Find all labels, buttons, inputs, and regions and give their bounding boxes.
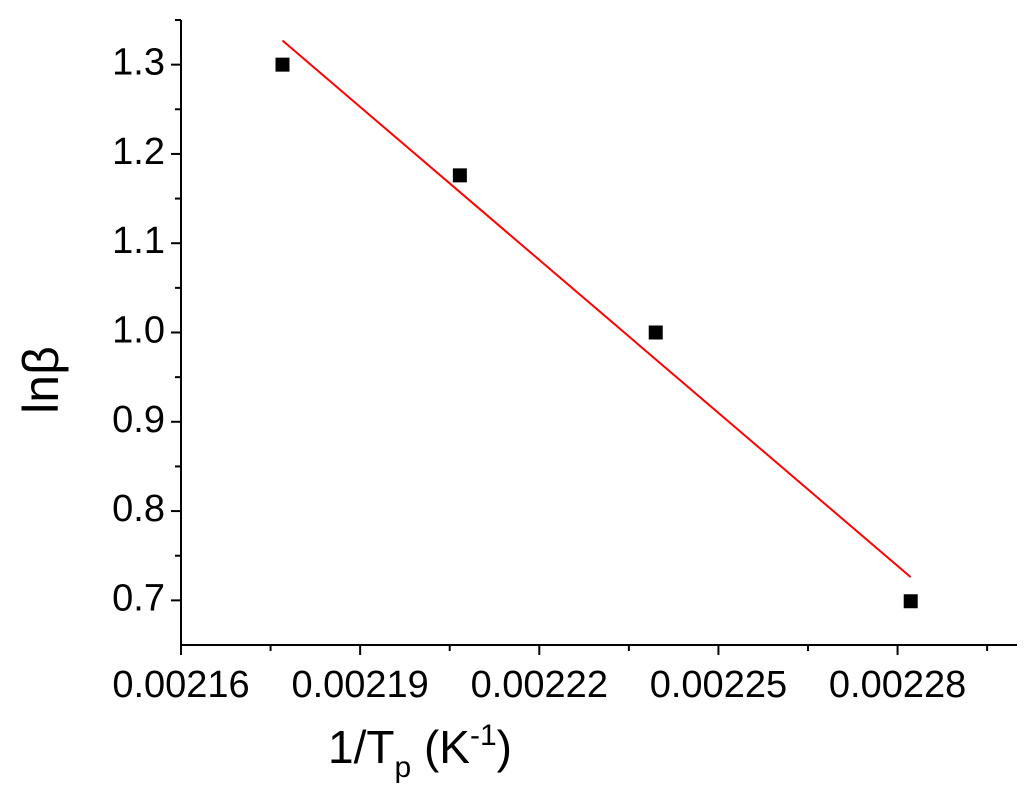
- y-axis-title: lnβ: [13, 346, 69, 414]
- y-tick-label: 0.8: [112, 488, 165, 530]
- y-tick-label: 1.3: [112, 42, 165, 84]
- y-tick-label: 1.0: [112, 310, 165, 352]
- x-axis-title: 1/Tp (K-1): [328, 719, 512, 784]
- x-tick-label: 0.00222: [471, 664, 608, 706]
- x-title-sup: -1: [470, 719, 497, 752]
- x-title-part: ): [497, 721, 512, 773]
- fit-line: [281, 39, 912, 578]
- x-tick-label: 0.00228: [829, 664, 966, 706]
- y-tick-label: 0.7: [112, 577, 165, 619]
- x-tick-label: 0.00225: [650, 664, 787, 706]
- data-point: [648, 325, 663, 340]
- x-tick-label: 0.00219: [291, 664, 428, 706]
- y-tick-label: 1.1: [112, 220, 165, 262]
- x-title-part: (K: [411, 721, 470, 773]
- x-title-part: 1/T: [328, 721, 394, 773]
- x-title-sub: p: [394, 751, 411, 784]
- data-point: [275, 57, 290, 72]
- data-point: [452, 168, 467, 183]
- x-tick-label: 0.00216: [112, 664, 249, 706]
- y-tick-label: 1.2: [112, 131, 165, 173]
- data-point: [903, 594, 918, 609]
- y-tick-label: 0.9: [112, 399, 165, 441]
